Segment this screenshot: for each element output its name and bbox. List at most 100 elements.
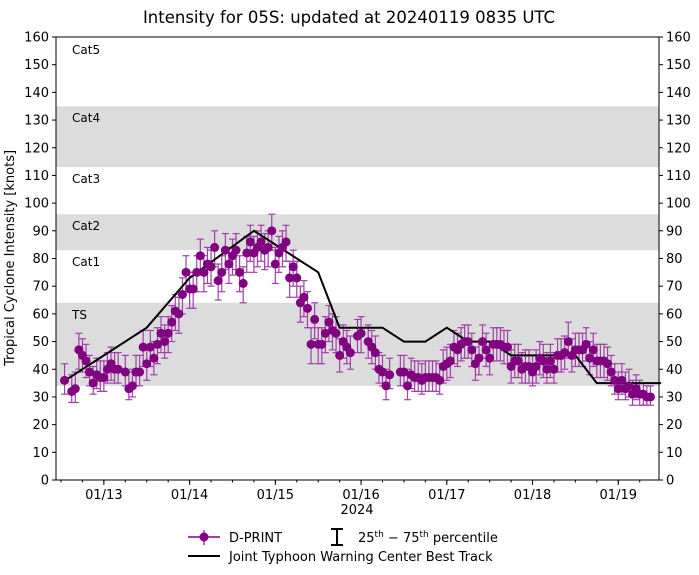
y-tick-label-right: 30 <box>666 390 683 405</box>
dprint-point <box>463 337 473 347</box>
dprint-point <box>356 328 366 338</box>
dprint-point <box>538 356 548 366</box>
dprint-point <box>399 367 409 377</box>
dprint-point <box>81 356 91 366</box>
dprint-point <box>149 353 159 363</box>
y-tick-label-left: 100 <box>24 197 49 212</box>
band-label-ts: TS <box>71 308 87 322</box>
y-axis-label: Tropical Cyclone Intensity [knots] <box>3 150 18 367</box>
dprint-point <box>403 381 413 391</box>
band-label-cat4: Cat4 <box>72 111 100 125</box>
dprint-point <box>542 364 552 374</box>
dprint-point <box>238 278 248 288</box>
dprint-point <box>645 392 655 402</box>
dprint-point <box>120 367 130 377</box>
band-label-cat1: Cat1 <box>72 255 100 269</box>
dprint-point <box>588 345 598 355</box>
dprint-point <box>174 309 184 319</box>
dprint-point <box>195 251 205 261</box>
y-tick-label-right: 160 <box>666 31 691 46</box>
dprint-point <box>585 353 595 363</box>
category-labels: TS Cat1 Cat2 Cat3 Cat4 Cat5 <box>71 43 100 322</box>
dprint-point <box>310 314 320 324</box>
percentile-icon <box>331 528 343 546</box>
y-tick-label-right: 0 <box>666 474 674 489</box>
legend-dprint-marker <box>199 532 209 542</box>
legend-dprint-label: D-PRINT <box>229 531 282 546</box>
dprint-point <box>513 356 523 366</box>
x-axis-label: 2024 <box>340 503 373 518</box>
dprint-point <box>224 259 234 269</box>
dprint-point <box>177 289 187 299</box>
y-tick-label-left: 90 <box>32 224 49 239</box>
dprint-point <box>127 381 137 391</box>
dprint-point <box>624 381 634 391</box>
dprint-point <box>331 328 341 338</box>
dprint-point <box>217 267 227 277</box>
dprint-point <box>235 267 245 277</box>
plot-frame <box>55 36 660 481</box>
legend-best-track-label: Joint Typhoon Warning Center Best Track <box>228 550 493 565</box>
band-cat2 <box>56 214 659 251</box>
y-tick-label-right: 120 <box>666 141 691 156</box>
dprint-point <box>474 353 484 363</box>
dprint-point <box>88 378 98 388</box>
dprint-point <box>560 348 570 358</box>
y-tick-label-right: 140 <box>666 86 691 101</box>
dprint-point <box>263 242 273 252</box>
dprint-point <box>317 339 327 349</box>
dprint-point <box>199 267 209 277</box>
y-tick-label-left: 30 <box>32 390 49 405</box>
dprint-point <box>581 339 591 349</box>
dprint-point <box>210 242 220 252</box>
x-tick-label: 01/19 <box>600 488 637 503</box>
dprint-point <box>135 367 145 377</box>
dprint-point <box>606 367 616 377</box>
y-tick-label-left: 60 <box>32 307 49 322</box>
dprint-point <box>292 273 302 283</box>
dprint-point <box>617 375 627 385</box>
y-tick-label-right: 110 <box>666 169 691 184</box>
y-tick-label-left: 150 <box>24 58 49 73</box>
category-bands <box>56 106 659 386</box>
y-tick-label-right: 130 <box>666 114 691 129</box>
x-axis: 01/13 01/14 01/15 01/16 01/17 01/18 01/19 <box>60 480 641 503</box>
band-label-cat3: Cat3 <box>72 172 100 186</box>
dprint-point <box>481 345 491 355</box>
dprint-point <box>138 342 148 352</box>
y-tick-label-right: 80 <box>666 252 683 267</box>
y-tick-label-right: 20 <box>666 418 683 433</box>
dprint-point <box>613 384 623 394</box>
dprint-point <box>270 259 280 269</box>
dprint-point <box>231 245 241 255</box>
dprint-point <box>142 359 152 369</box>
dprint-point <box>99 373 109 383</box>
y-tick-label-left: 160 <box>24 31 49 46</box>
y-tick-label-right: 60 <box>666 307 683 322</box>
dprint-point <box>145 342 155 352</box>
dprint-point <box>610 375 620 385</box>
y-tick-label-right: 150 <box>666 58 691 73</box>
y-tick-label-right: 70 <box>666 280 683 295</box>
dprint-point <box>181 267 191 277</box>
dprint-point <box>467 345 477 355</box>
dprint-point <box>245 237 255 247</box>
dprint-point <box>603 359 613 369</box>
y-tick-label-left: 40 <box>32 363 49 378</box>
dprint-point <box>302 303 312 313</box>
dprint-point <box>192 267 202 277</box>
y-tick-label-left: 110 <box>24 169 49 184</box>
dprint-point <box>242 248 252 258</box>
dprint-point <box>281 237 291 247</box>
dprint-point <box>206 262 216 272</box>
dprint-point <box>163 328 173 338</box>
y-tick-label-right: 10 <box>666 446 683 461</box>
dprint-point <box>156 328 166 338</box>
legend-percentile-label: 25th − 75th percentile <box>358 530 498 546</box>
y-tick-label-left: 50 <box>32 335 49 350</box>
dprint-point <box>306 339 316 349</box>
dprint-point <box>320 328 330 338</box>
dprint-point <box>563 337 573 347</box>
dprint-point <box>267 226 277 236</box>
